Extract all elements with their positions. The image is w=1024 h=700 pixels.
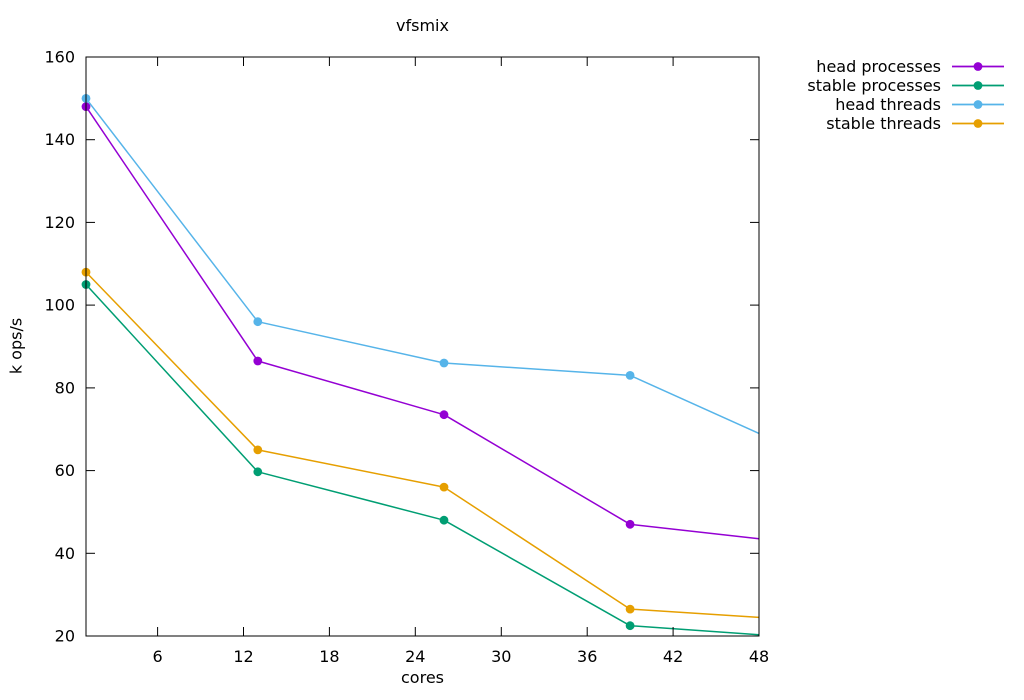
y-tick-label: 100 [44, 296, 75, 315]
legend-label: stable threads [826, 114, 941, 133]
series-point-stable-processes [253, 467, 263, 477]
x-tick-label: 12 [233, 647, 253, 666]
x-tick-label: 6 [153, 647, 163, 666]
legend-label: head threads [835, 95, 941, 114]
chart-title: vfsmix [396, 16, 449, 35]
y-tick-label: 140 [44, 130, 75, 149]
y-tick-label: 20 [55, 627, 75, 646]
series-line-stable-processes [85, 283, 760, 636]
legend-label: stable processes [807, 76, 941, 95]
legend-item-stable-processes: stable processes [763, 76, 1005, 95]
x-tick-label: 30 [491, 647, 511, 666]
y-tick-label: 120 [44, 213, 75, 232]
legend: head processes stable processes head threa… [763, 57, 1005, 133]
series-point-stable-threads [625, 604, 635, 614]
legend-sample-icon [952, 100, 1004, 109]
x-tick-label: 36 [577, 647, 597, 666]
legend-sample-icon [952, 119, 1004, 128]
x-axis-label: cores [401, 668, 444, 687]
legend-item-head-threads: head threads [763, 95, 1005, 114]
y-axis-label: k ops/s [6, 317, 26, 375]
series-point-head-processes [253, 356, 263, 366]
y-tick-label: 60 [55, 461, 75, 480]
y-tick-label: 40 [55, 544, 75, 563]
y-tick-label: 160 [44, 48, 75, 67]
series-point-head-threads [439, 358, 449, 368]
series-point-head-processes [625, 519, 635, 529]
plot-border [85, 56, 760, 637]
y-tick-label: 80 [55, 378, 75, 397]
series-line-head-processes [85, 106, 760, 540]
series-line-head-threads [85, 97, 760, 435]
series-line-stable-threads [85, 271, 760, 619]
legend-item-head-processes: head processes [763, 57, 1005, 76]
x-tick-label: 24 [405, 647, 425, 666]
series-point-stable-threads [439, 482, 449, 492]
series-point-head-threads [625, 371, 635, 380]
series-point-head-processes [439, 410, 449, 420]
legend-sample-icon [952, 81, 1004, 90]
legend-sample-icon [952, 62, 1004, 71]
series-point-stable-processes [625, 621, 635, 631]
legend-item-stable-threads: stable threads [763, 114, 1005, 133]
series-point-stable-threads [253, 445, 263, 455]
x-tick-label: 18 [319, 647, 339, 666]
series-point-stable-processes [439, 515, 449, 525]
series-point-head-threads [253, 317, 263, 327]
legend-label: head processes [816, 57, 941, 76]
x-tick-label: 48 [749, 647, 769, 666]
x-tick-label: 42 [663, 647, 683, 666]
